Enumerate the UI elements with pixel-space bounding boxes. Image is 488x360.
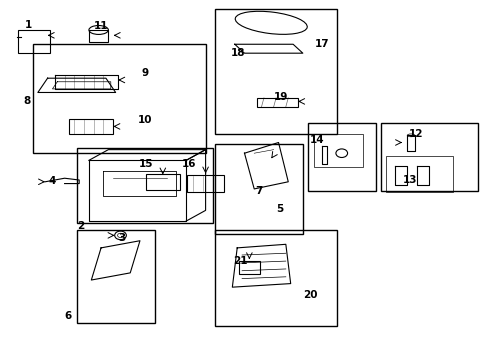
Text: 14: 14: [309, 135, 324, 145]
Bar: [77, 230, 154, 323]
Bar: [380, 123, 477, 191]
Text: 6: 6: [64, 311, 71, 321]
Text: 12: 12: [407, 129, 422, 139]
Text: 10: 10: [137, 115, 152, 125]
Text: 19: 19: [273, 92, 287, 102]
Text: 17: 17: [314, 39, 329, 49]
Text: 11: 11: [94, 21, 108, 31]
Text: 13: 13: [402, 175, 416, 185]
Text: 21: 21: [232, 256, 247, 266]
Bar: [215, 144, 302, 234]
Bar: [215, 9, 336, 134]
Text: 1: 1: [25, 19, 32, 30]
Text: 16: 16: [181, 159, 195, 169]
Text: 2: 2: [77, 221, 84, 231]
Text: 3: 3: [118, 233, 125, 243]
Bar: [307, 123, 375, 191]
Text: 20: 20: [302, 290, 317, 300]
Bar: [77, 148, 212, 223]
Bar: [215, 230, 336, 327]
Text: 8: 8: [23, 96, 30, 107]
Text: 15: 15: [139, 159, 153, 169]
Bar: [33, 44, 205, 153]
Text: 4: 4: [49, 176, 56, 186]
Text: 5: 5: [275, 204, 283, 214]
Text: 18: 18: [230, 48, 245, 58]
Text: 7: 7: [255, 186, 262, 197]
Text: 9: 9: [141, 68, 148, 78]
